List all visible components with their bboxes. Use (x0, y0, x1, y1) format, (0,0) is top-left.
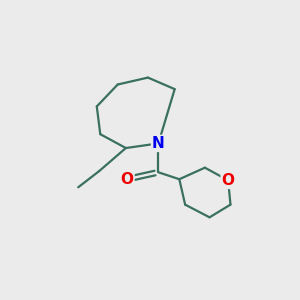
Text: O: O (222, 173, 235, 188)
Text: N: N (152, 136, 165, 151)
Text: O: O (121, 172, 134, 187)
